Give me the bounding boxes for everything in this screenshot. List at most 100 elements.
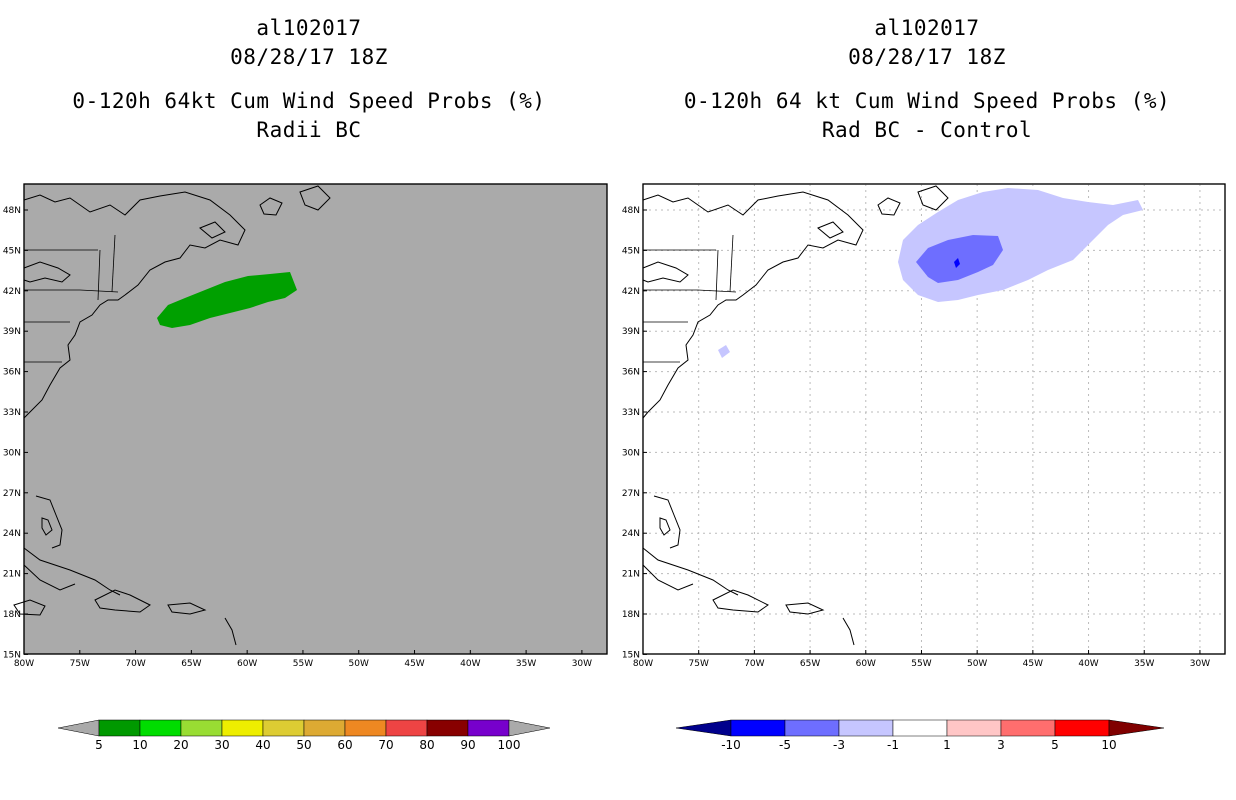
lat-tick-label: 36N [622,368,640,378]
lat-tick-label: 18N [3,610,21,620]
legend-label: -10 [721,738,741,752]
lat-tick-label: 21N [622,570,640,580]
diff-area-mid [916,235,1003,283]
lat-tick-label: 27N [3,489,21,499]
map-frame [23,183,608,655]
legend-swatch [98,719,141,737]
lon-tick-label: 75W [689,659,709,669]
coastlines [642,185,949,646]
lat-tick-label: 42N [3,287,21,297]
lon-tick-label: 45W [1023,659,1043,669]
lat-tick-label: 15N [3,650,21,660]
lat-tick-label: 48N [622,206,640,216]
product-title: 0-120h 64kt Cum Wind Speed Probs (%) [72,89,546,113]
lon-tick-label: 55W [293,659,313,669]
legend-label: 90 [460,738,475,752]
legend-label: 100 [498,738,521,752]
legend-arrow-right [1108,719,1165,737]
legend-swatch [303,719,346,737]
legend-label: -1 [887,738,899,752]
lon-tick-label: 35W [516,659,536,669]
legend-label: 5 [1051,738,1059,752]
legend-swatch [730,719,786,737]
lat-tick-label: 30N [622,448,640,458]
lon-tick-label: 75W [70,659,90,669]
lon-tick-label: 80W [14,659,34,669]
lat-tick-label: 30N [3,448,21,458]
color-legend: 5 10 20 30 40 50 60 70 80 90 100 [57,719,551,752]
datetime-title: 08/28/17 18Z [848,45,1006,69]
lon-tick-label: 55W [911,659,931,669]
lon-tick-label: 60W [856,659,876,669]
map-frame [642,183,1226,655]
state-borders [24,234,119,363]
legend-label: -5 [779,738,791,752]
lon-tick-label: 35W [1134,659,1154,669]
legend-label: 5 [95,738,103,752]
legend-label: 60 [337,738,352,752]
lon-tick-label: 70W [125,659,145,669]
subtitle: Radii BC [256,118,362,142]
lon-tick-label: 65W [800,659,820,669]
lon-tick-label: 45W [404,659,424,669]
legend-swatch [946,719,1002,737]
datetime-title: 08/28/17 18Z [230,45,388,69]
lat-tick-label: 48N [3,206,21,216]
lon-tick-label: 50W [349,659,369,669]
legend-label: 50 [296,738,311,752]
lon-tick-label: 40W [1078,659,1098,669]
wind-prob-area [157,272,297,328]
lat-tick-label: 42N [622,287,640,297]
map-area [642,183,1226,655]
legend-swatch [344,719,387,737]
lon-tick-label: 80W [633,659,653,669]
legend-swatch [426,719,469,737]
lon-tick-label: 65W [181,659,201,669]
lon-tick-label: 40W [460,659,480,669]
legend-swatch [139,719,182,737]
legend-swatch [180,719,223,737]
map-area [13,183,608,655]
legend-swatch [1000,719,1056,737]
legend-label: 10 [132,738,147,752]
legend-label: 3 [997,738,1005,752]
lat-tick-label: 27N [622,489,640,499]
legend-label: -3 [833,738,845,752]
lat-tick-label: 21N [3,570,21,580]
lat-tick-label: 39N [622,327,640,337]
coastlines [13,185,331,646]
right-panel: al102017 08/28/17 18Z 0-120h 64 kt Cum W… [618,0,1236,800]
legend-swatch [385,719,428,737]
left-panel: al102017 08/28/17 18Z 0-120h 64kt Cum Wi… [3,16,608,752]
lat-tick-label: 18N [622,610,640,620]
legend-label: 10 [1101,738,1116,752]
legend-label: 80 [419,738,434,752]
lon-tick-label: 70W [744,659,764,669]
legend-swatch [262,719,305,737]
legend-swatch [221,719,264,737]
legend-label: 30 [214,738,229,752]
legend-label: 40 [255,738,270,752]
legend-label: 70 [378,738,393,752]
lat-tick-label: 39N [3,327,21,337]
lat-tick-label: 24N [622,529,640,539]
lon-tick-label: 30W [572,659,592,669]
lon-tick-label: 60W [237,659,257,669]
diff-area-dark [954,258,960,268]
state-borders [643,234,737,363]
legend-label: 20 [173,738,188,752]
legend-swatch [1054,719,1110,737]
legend-arrow-left [57,719,100,737]
lat-tick-label: 33N [622,408,640,418]
legend-arrow-right [508,719,551,737]
legend-swatch [892,719,948,737]
lon-tick-label: 50W [967,659,987,669]
product-title: 0-120h 64 kt Cum Wind Speed Probs (%) [683,89,1171,113]
storm-id-title: al102017 [256,16,362,40]
legend-swatch [838,719,894,737]
legend-swatch [467,719,510,737]
lat-tick-label: 45N [622,246,640,256]
